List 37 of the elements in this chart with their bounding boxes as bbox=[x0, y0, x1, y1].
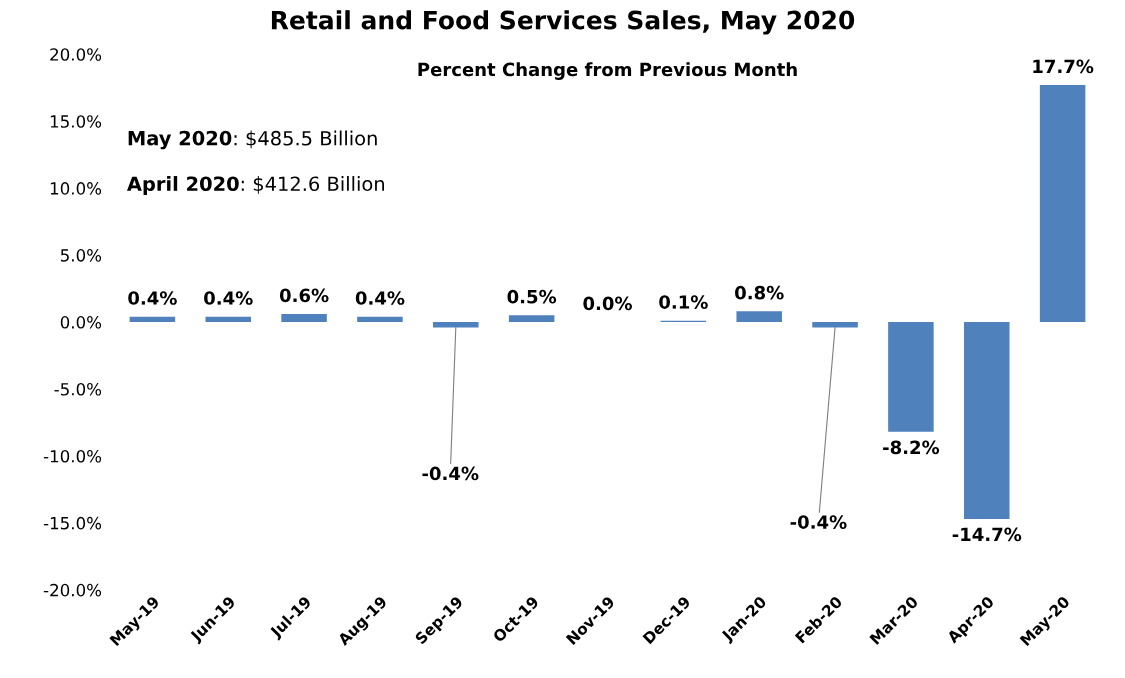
bar bbox=[736, 311, 782, 323]
y-tick-label: 15.0% bbox=[50, 115, 102, 128]
bar bbox=[281, 314, 327, 323]
data-label: -0.4% bbox=[790, 515, 847, 529]
annotation: May 2020: $485.5 Billion bbox=[128, 130, 377, 150]
y-tick-label: 10.0% bbox=[50, 182, 102, 195]
y-tick-label: 0.0% bbox=[60, 316, 102, 329]
bar bbox=[433, 322, 479, 328]
y-tick-label: -5.0% bbox=[54, 382, 102, 396]
bar bbox=[1039, 85, 1086, 323]
y-tick-label: -20.0% bbox=[43, 583, 102, 597]
data-label: -14.7% bbox=[952, 527, 1022, 542]
data-label: 0.1% bbox=[659, 295, 708, 309]
bar bbox=[205, 316, 251, 323]
bar bbox=[812, 322, 858, 328]
bar bbox=[888, 322, 934, 432]
annotation: April 2020: $412.6 Billion bbox=[126, 176, 384, 195]
bar bbox=[129, 316, 176, 323]
y-tick-label: -15.0% bbox=[43, 516, 102, 530]
data-label: 0.4% bbox=[128, 291, 177, 305]
y-tick-label: -10.0% bbox=[43, 449, 102, 463]
data-label: 0.8% bbox=[735, 285, 784, 300]
bar bbox=[357, 316, 403, 323]
data-label: -8.2% bbox=[883, 440, 940, 455]
data-label: 0.4% bbox=[204, 291, 253, 305]
data-label: 0.5% bbox=[507, 289, 557, 304]
bar bbox=[964, 322, 1010, 519]
data-label: -0.4% bbox=[422, 466, 479, 481]
chart-title: Retail and Food Services Sales, May 2020 bbox=[271, 10, 855, 35]
data-label: 0.0% bbox=[583, 296, 632, 311]
bar bbox=[508, 315, 555, 323]
data-label: 17.7% bbox=[1033, 59, 1094, 74]
chart-subtitle: Percent Change from Previous Month bbox=[418, 62, 797, 80]
y-tick-label: 5.0% bbox=[60, 249, 102, 262]
y-tick-label: 20.0% bbox=[50, 48, 102, 61]
data-label: 0.4% bbox=[355, 291, 405, 305]
data-label: 0.6% bbox=[279, 288, 329, 303]
